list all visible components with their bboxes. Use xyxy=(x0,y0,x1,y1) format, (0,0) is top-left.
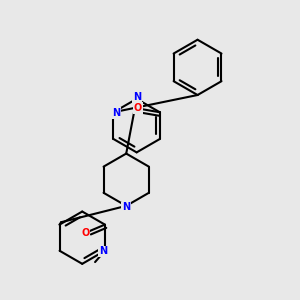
Text: N: N xyxy=(122,202,130,212)
Text: N: N xyxy=(112,108,120,118)
Text: N: N xyxy=(99,246,107,256)
Text: N: N xyxy=(133,92,141,102)
Text: O: O xyxy=(134,103,142,113)
Text: O: O xyxy=(81,228,90,238)
